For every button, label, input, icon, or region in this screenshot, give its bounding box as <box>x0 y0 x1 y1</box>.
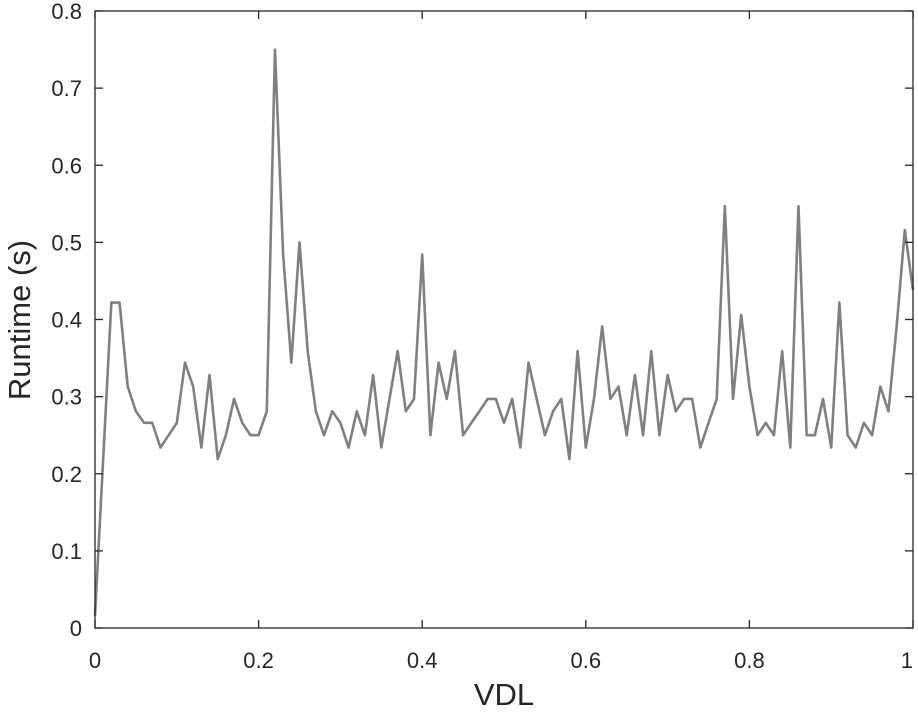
y-tick-label: 0.1 <box>51 539 82 564</box>
series-line <box>93 48 915 616</box>
x-tick-label: 0.4 <box>407 648 438 673</box>
y-axis-title: Runtime (s) <box>2 240 37 400</box>
x-axis-ticks: 0 0.2 0.4 0.6 0.8 1 <box>89 11 914 673</box>
y-tick-label: 0.8 <box>51 0 82 24</box>
x-tick-label: 0.8 <box>734 648 765 673</box>
x-tick-label: 0.2 <box>243 648 274 673</box>
x-tick-label: 0.6 <box>571 648 602 673</box>
y-tick-label: 0.2 <box>51 462 82 487</box>
x-tick-label: 1 <box>901 648 913 673</box>
y-tick-label: 0.4 <box>51 308 82 333</box>
y-tick-label: 0.5 <box>51 230 82 255</box>
y-tick-label: 0.3 <box>51 385 82 410</box>
y-tick-label: 0 <box>70 616 82 641</box>
y-tick-label: 0.6 <box>51 153 82 178</box>
x-axis-title: VDL <box>474 677 534 712</box>
plot-area <box>95 11 913 628</box>
y-tick-label: 0.7 <box>51 76 82 101</box>
y-axis-ticks: 0 0.1 0.2 0.3 0.4 0.5 0.6 0.7 0.8 <box>51 0 913 641</box>
x-tick-label: 0 <box>89 648 101 673</box>
